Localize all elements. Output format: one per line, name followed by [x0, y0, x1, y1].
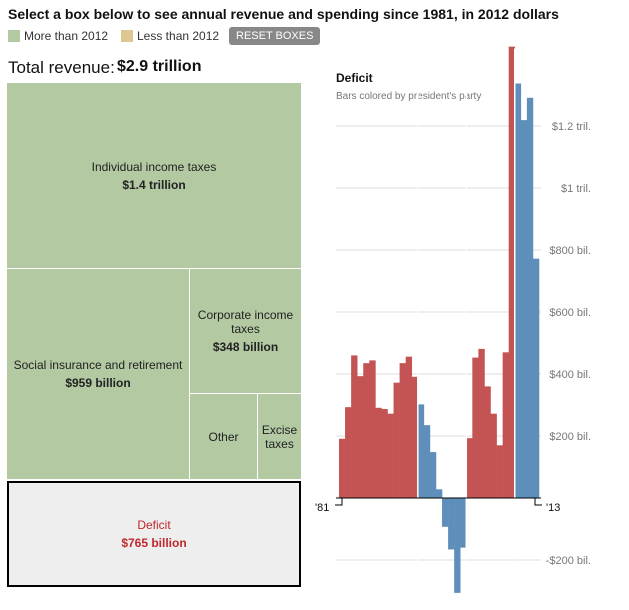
box-value: $348 billion [212, 340, 279, 354]
box-individual-income-taxes[interactable]: Individual income taxes $1.4 trillion [7, 83, 301, 268]
bar-1994 [417, 404, 425, 498]
x-start-label: '81 [315, 502, 329, 514]
bar-1998 [442, 498, 449, 527]
bar-2002 [466, 438, 473, 498]
bar-2005 [484, 386, 491, 498]
start-tick [335, 498, 343, 506]
box-value: $765 billion [121, 536, 187, 550]
box-corporate-income-taxes[interactable]: Corporate income taxes $348 billion [190, 269, 301, 393]
bar-2003 [472, 357, 479, 498]
bar-1984 [357, 376, 364, 498]
bar-1995 [423, 425, 431, 498]
bar-1996 [429, 452, 437, 498]
bar-2010 [514, 83, 522, 498]
bar-1997 [435, 489, 443, 498]
bar-1999 [448, 498, 455, 550]
y-tick-label: -$200 bil. [546, 555, 591, 567]
bar-1981 [339, 438, 346, 498]
bar-1987 [375, 407, 382, 498]
y-tick-label: $600 bil. [549, 307, 591, 319]
bar-2012 [526, 97, 534, 498]
legend-swatch-more [8, 30, 20, 42]
bar-1988 [381, 409, 388, 498]
bar-2009 [508, 46, 516, 498]
box-label: Individual income taxes [91, 159, 217, 174]
reset-boxes-button[interactable]: RESET BOXES [229, 27, 321, 45]
box-label: Excise taxes [261, 422, 298, 451]
y-tick-label: $1.2 tril. [552, 121, 591, 133]
page-title: Select a box below to see annual revenue… [8, 6, 559, 22]
bar-2001 [460, 498, 467, 548]
box-label: Social insurance and retirement [13, 358, 183, 372]
box-excise-taxes[interactable]: Excise taxes [258, 394, 301, 479]
box-social-insurance[interactable]: Social insurance and retirement $959 bil… [7, 269, 189, 479]
legend-swatch-less [121, 30, 133, 42]
bar-1983 [351, 355, 358, 498]
bar-1982 [345, 407, 352, 498]
bar-2007 [496, 445, 503, 498]
bar-2006 [490, 413, 497, 498]
end-tick [534, 498, 542, 506]
bar-2011 [520, 120, 528, 499]
y-tick-label: $1 tril. [561, 183, 591, 195]
bar-1989 [387, 413, 394, 498]
box-label: Other [208, 429, 239, 444]
box-value: $1.4 trillion [122, 177, 186, 192]
bar-1985 [363, 363, 370, 498]
y-tick-label: $200 bil. [549, 431, 591, 443]
legend-more-label: More than 2012 [24, 29, 109, 43]
bar-1986 [369, 360, 376, 498]
bar-2004 [478, 348, 485, 498]
bar-1991 [399, 363, 406, 498]
chart-title: Deficit [336, 71, 373, 85]
y-tick-label: $400 bil. [549, 369, 591, 381]
total-revenue-value: $2.9 trillion [117, 58, 202, 75]
bar-1992 [405, 356, 413, 498]
chart-subtitle: Bars colored by president's party [336, 91, 481, 102]
bar-2000 [454, 498, 461, 593]
bar-1990 [393, 382, 400, 498]
box-other[interactable]: Other [190, 394, 257, 479]
bar-1993 [411, 376, 419, 498]
box-deficit[interactable]: Deficit $765 billion [7, 481, 301, 587]
x-end-label: '13 [546, 502, 560, 514]
bar-2013 [532, 258, 540, 498]
total-revenue-label: Total revenue: [8, 58, 115, 77]
bar-2008 [502, 352, 509, 498]
box-label: Corporate income taxes [197, 308, 294, 336]
box-value: $959 billion [65, 376, 131, 390]
legend-less-label: Less than 2012 [137, 29, 220, 43]
box-label: Deficit [137, 518, 171, 532]
y-tick-label: $800 bil. [549, 245, 591, 257]
